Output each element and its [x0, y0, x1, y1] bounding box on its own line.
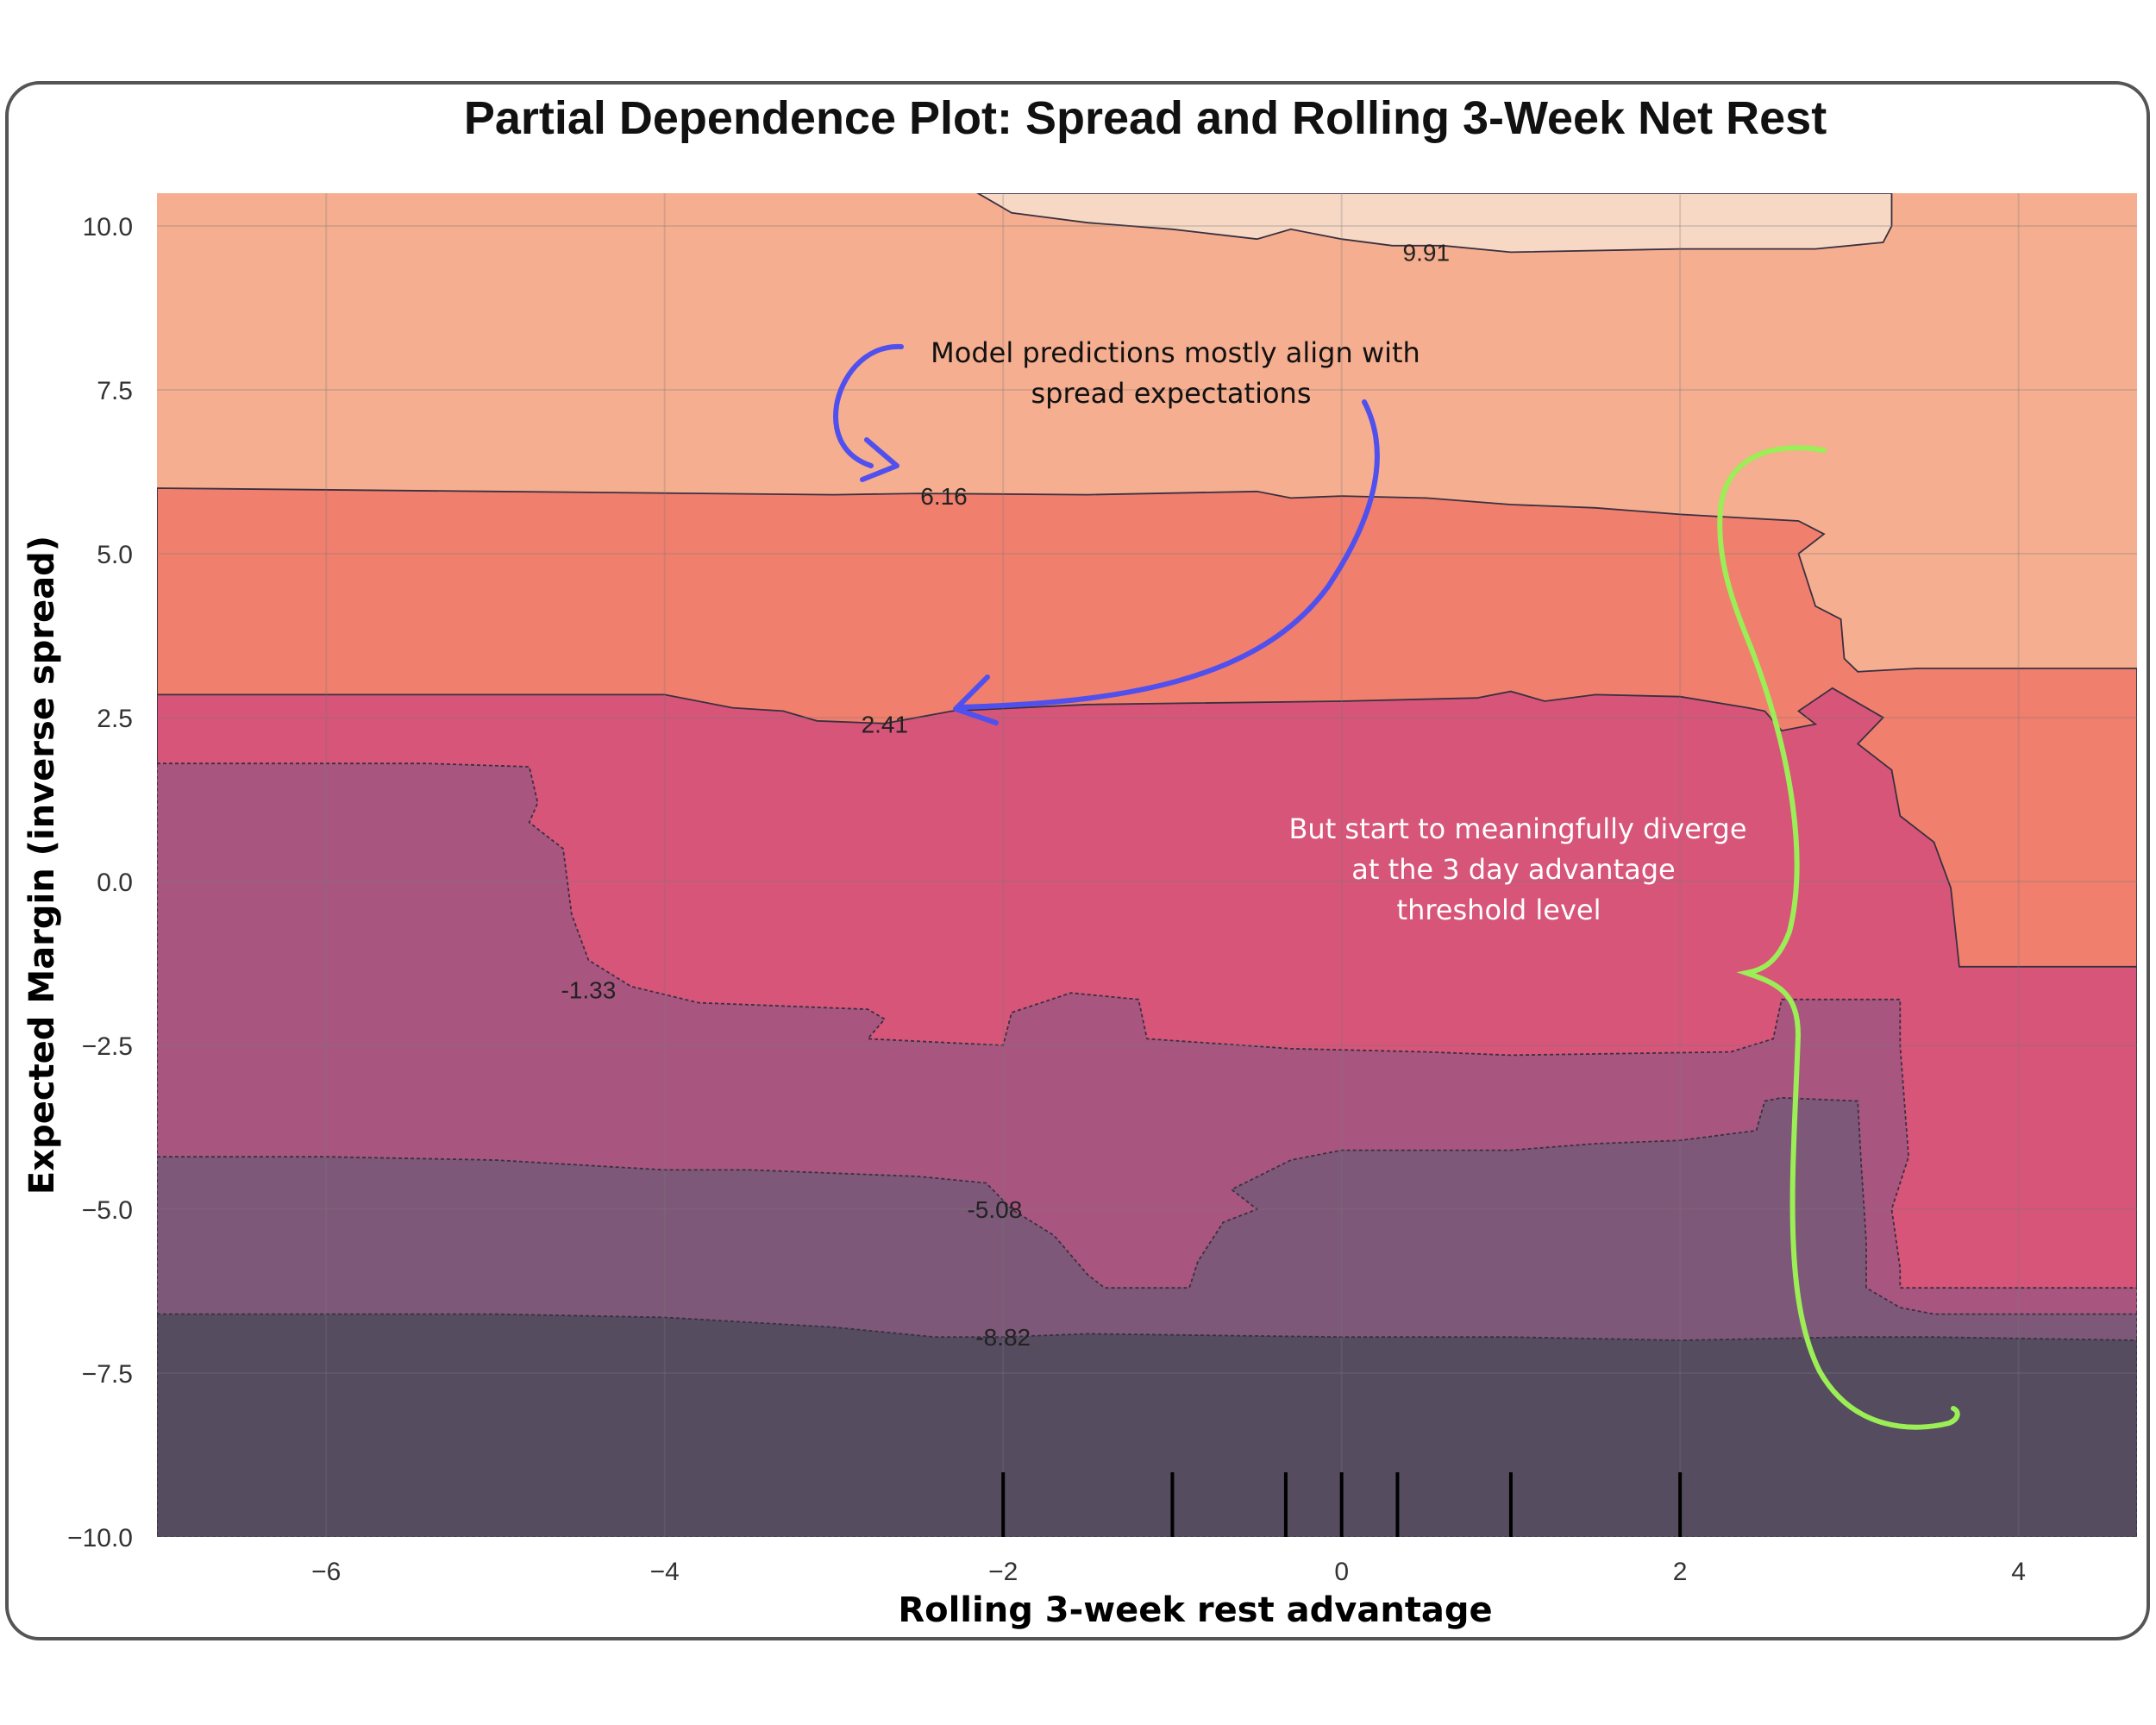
y-tick-label: −5.0	[82, 1196, 133, 1225]
x-axis-label: Rolling 3-week rest advantage	[898, 1590, 1492, 1630]
contour-band-1	[976, 193, 1893, 254]
annotation-alignment-line-2: spread expectations	[1031, 377, 1312, 410]
x-tick-label: −4	[650, 1558, 680, 1586]
x-tick-label: −6	[311, 1558, 341, 1586]
y-axis-ticks: 10.0 7.5 5.0 2.5 0.0 −2.5 −5.0 −7.5 −10.0	[67, 213, 133, 1552]
x-tick-label: −2	[988, 1558, 1018, 1586]
annotation-alignment: Model predictions mostly align with spre…	[833, 336, 1420, 725]
grid-lines	[157, 193, 2137, 1537]
y-tick-label: −7.5	[82, 1360, 133, 1389]
y-tick-label: 10.0	[83, 213, 133, 242]
x-axis-ticks: −6 −4 −2 0 2 4	[311, 1558, 2026, 1586]
y-tick-label: −2.5	[82, 1032, 133, 1061]
y-axis-label: Expected Margin (inverse spread)	[22, 536, 62, 1195]
contour-label: 6.16	[920, 483, 968, 510]
contour-band-6	[157, 1313, 2137, 1537]
long-arrow-icon	[955, 399, 1380, 710]
contour-label: -1.33	[561, 976, 616, 1003]
contour-label: 9.91	[1403, 239, 1451, 266]
annotation-divergence: But start to meaningfully diverge at the…	[1288, 445, 1960, 1430]
annotation-alignment-line-1: Model predictions mostly align with	[931, 336, 1420, 369]
annotation-divergence-line-2: at the 3 day advantage	[1351, 853, 1675, 886]
annotation-divergence-line-1: But start to meaningfully diverge	[1288, 812, 1746, 845]
x-tick-label: 2	[1673, 1558, 1688, 1586]
contour-label: 2.41	[862, 712, 909, 738]
curved-arrow-icon	[833, 343, 904, 468]
y-tick-label: 5.0	[97, 541, 133, 569]
y-tick-label: −10.0	[67, 1524, 133, 1552]
y-tick-label: 7.5	[97, 377, 133, 405]
x-tick-label: 4	[2011, 1558, 2026, 1586]
x-tick-label: 0	[1334, 1558, 1349, 1586]
curly-brace-icon	[1717, 445, 1960, 1430]
contour-labels: 9.91 6.16 2.41 -1.33 -5.08 -8.82	[561, 239, 1450, 1351]
rug-marks	[1001, 1472, 1683, 1537]
contour-label: -5.08	[967, 1196, 1022, 1223]
annotation-divergence-line-3: threshold level	[1397, 894, 1601, 926]
y-tick-label: 0.0	[97, 869, 133, 897]
contour-label: -8.82	[975, 1324, 1031, 1351]
arrowhead-icon	[953, 674, 999, 725]
chart-title: Partial Dependence Plot: Spread and Roll…	[464, 92, 1827, 144]
contour-bands	[157, 193, 2137, 1537]
y-tick-label: 2.5	[97, 705, 133, 733]
arrowhead-icon	[860, 437, 899, 482]
